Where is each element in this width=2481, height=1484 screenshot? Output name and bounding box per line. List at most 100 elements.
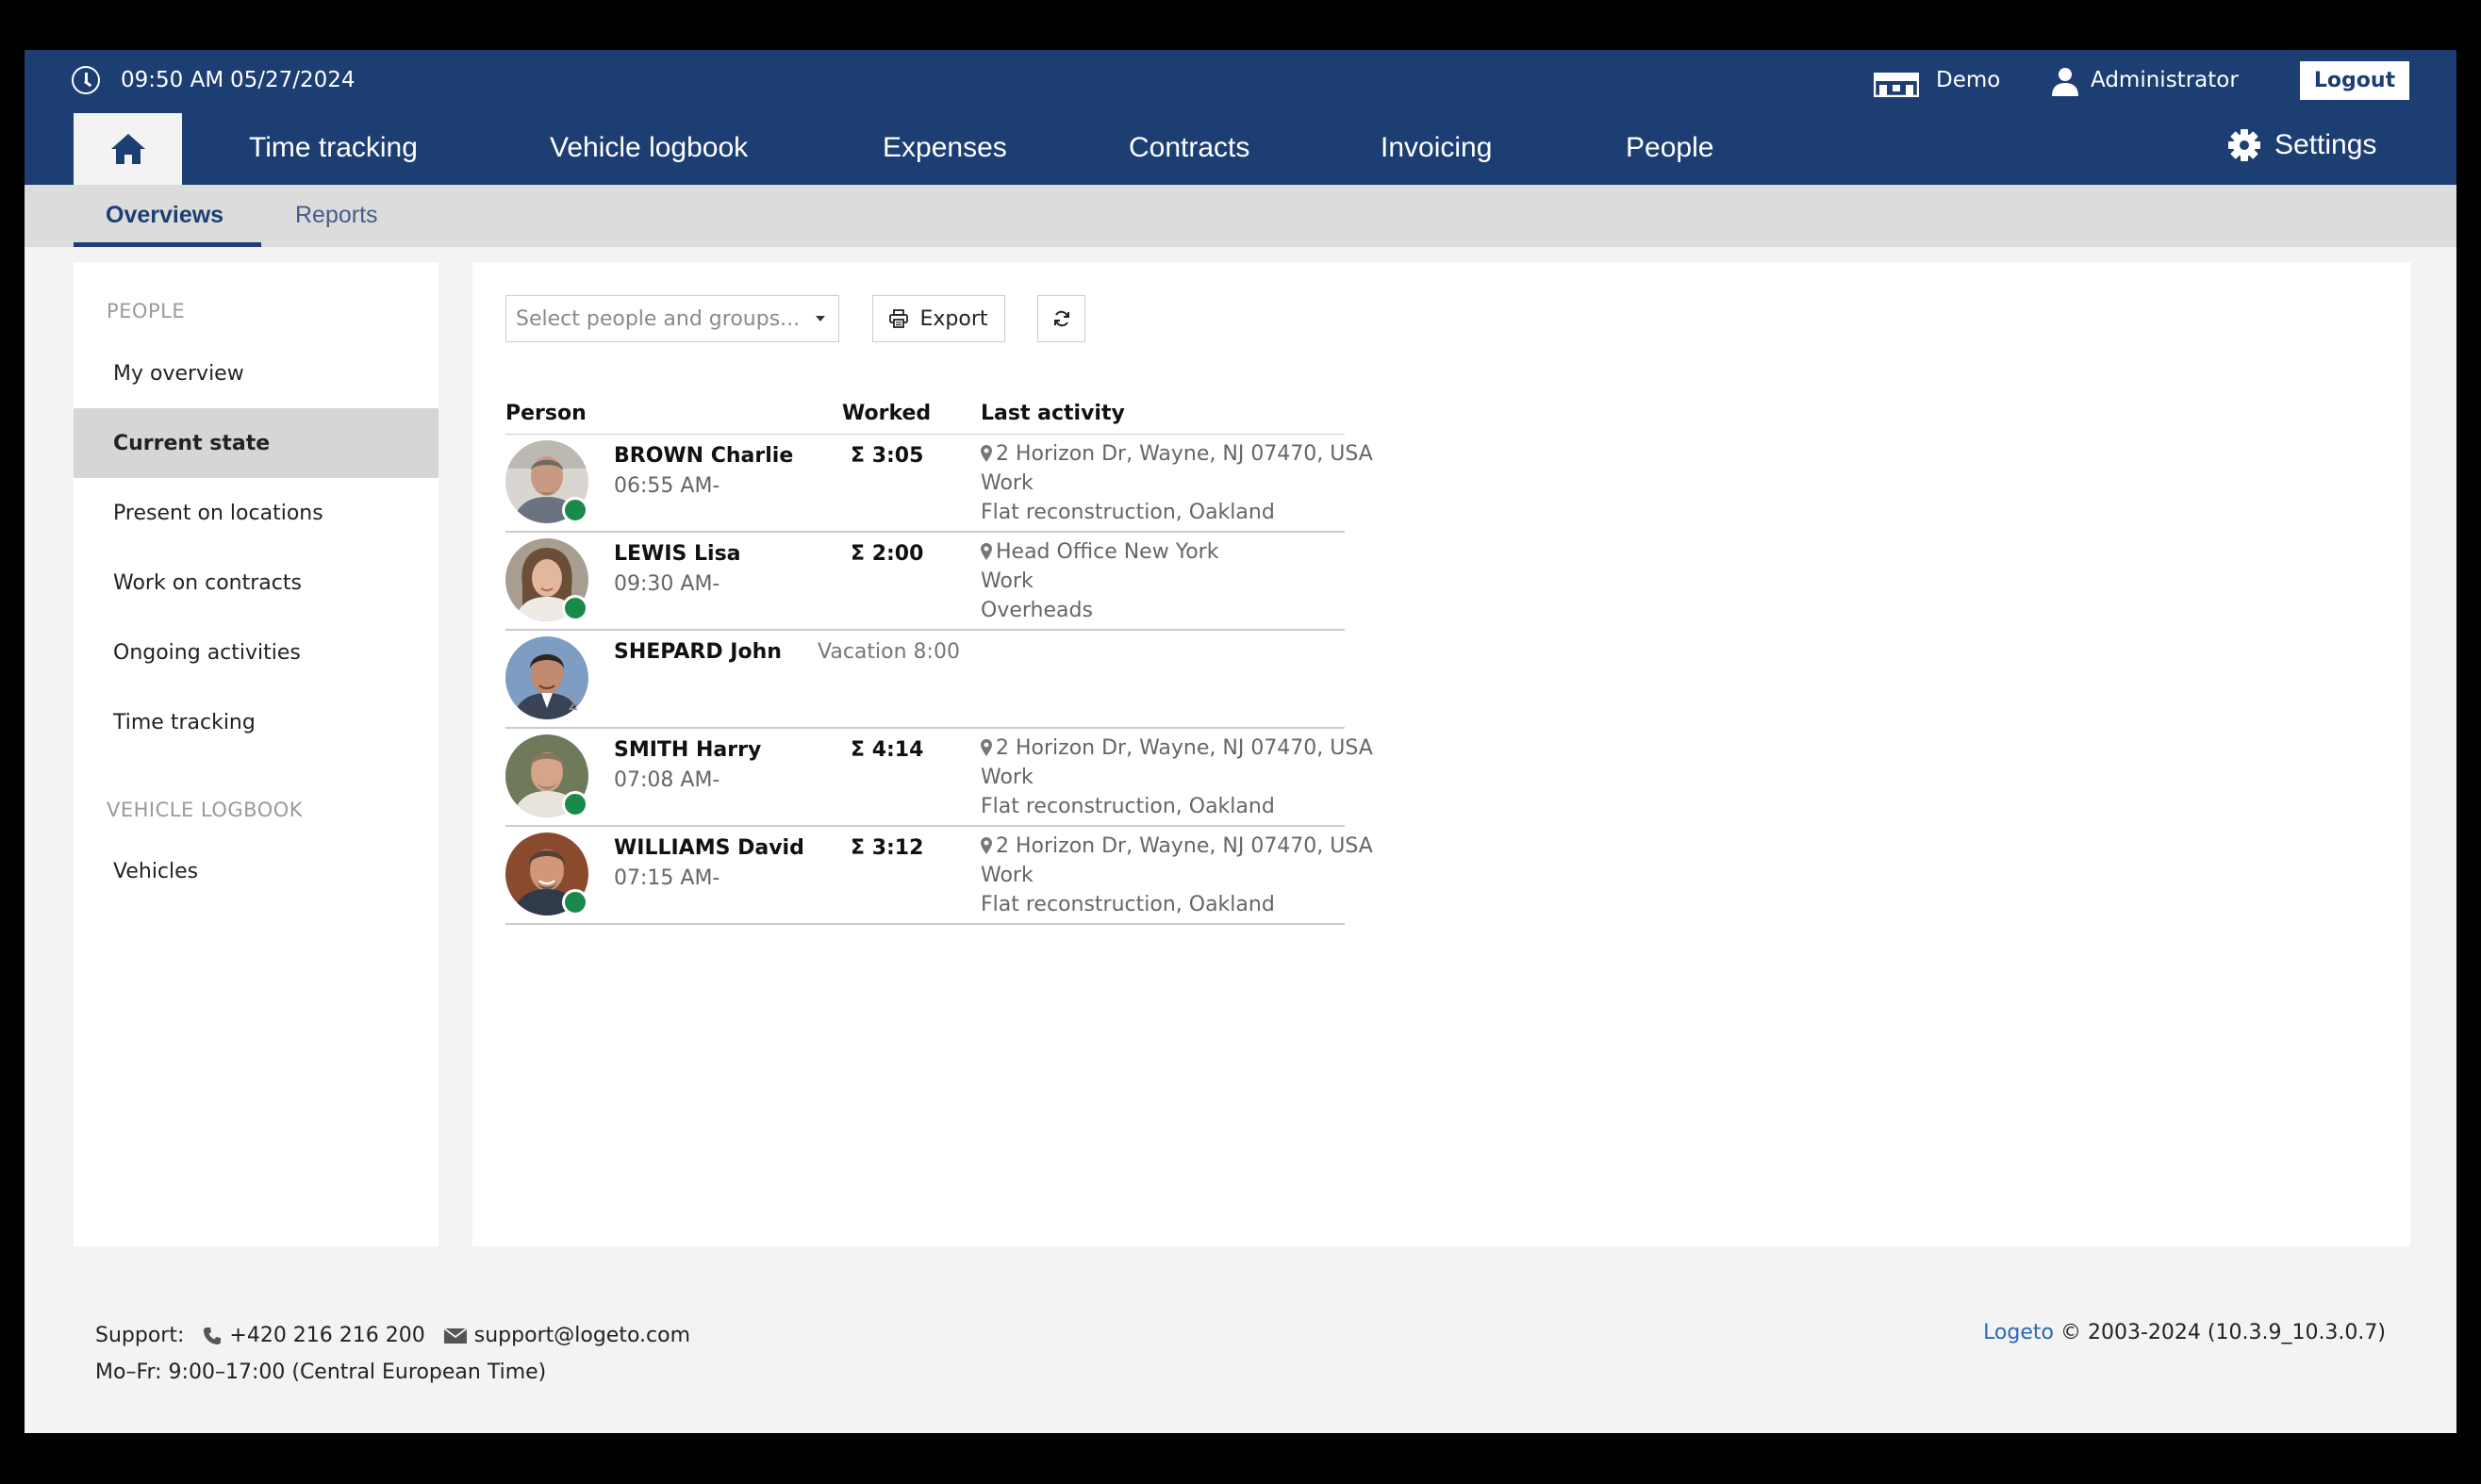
refresh-button[interactable] xyxy=(1037,295,1085,342)
main-panel: Select people and groups... Export Perso… xyxy=(472,262,2410,1246)
company-name[interactable]: Demo xyxy=(1936,68,2001,92)
support-label: Support: xyxy=(95,1324,185,1347)
status-online-indicator xyxy=(562,889,588,915)
activity-location: Head Office New York xyxy=(981,540,1218,564)
activity-type: Work xyxy=(981,766,1034,789)
phone-icon xyxy=(204,1327,222,1344)
worked-time: Σ 3:05 xyxy=(851,444,924,468)
home-icon xyxy=(110,134,145,164)
sigma-icon: Σ xyxy=(568,695,579,715)
table-row[interactable]: WILLIAMS David 07:15 AM- Σ 3:12 2 Horizo… xyxy=(505,827,1373,925)
settings-label: Settings xyxy=(2274,129,2377,160)
people-select-placeholder: Select people and groups... xyxy=(516,306,801,331)
table-row[interactable]: SMITH Harry 07:08 AM- Σ 4:14 2 Horizon D… xyxy=(505,729,1373,827)
user-name[interactable]: Administrator xyxy=(2091,68,2239,92)
top-header: 09:50 AM 05/27/2024 Demo Administrator L… xyxy=(25,50,2456,185)
current-time: 09:50 AM xyxy=(121,68,224,92)
export-label: Export xyxy=(919,306,988,331)
email-address: support@logeto.com xyxy=(473,1324,690,1347)
activity-location: 2 Horizon Dr, Wayne, NJ 07470, USA xyxy=(981,736,1373,760)
footer-support: Support: +420 216 216 200 support@logeto… xyxy=(95,1324,690,1347)
person-name[interactable]: SMITH Harry xyxy=(614,738,762,762)
start-time: 09:30 AM- xyxy=(614,572,720,596)
worked-time: Σ 2:00 xyxy=(851,542,924,566)
sidebar-item-current-state[interactable]: Current state xyxy=(74,408,438,478)
person-name[interactable]: LEWIS Lisa xyxy=(614,542,741,566)
user-icon xyxy=(2052,68,2078,96)
location-pin-icon xyxy=(981,445,992,462)
table-row[interactable]: Σ SHEPARD John Vacation 8:00 xyxy=(505,631,1345,729)
start-time: 07:08 AM- xyxy=(614,768,720,792)
nav-vehicle-logbook[interactable]: Vehicle logbook xyxy=(550,132,749,163)
location-text: Head Office New York xyxy=(996,540,1219,564)
person-name[interactable]: SHEPARD John xyxy=(614,640,782,664)
location-text: 2 Horizon Dr, Wayne, NJ 07470, USA xyxy=(996,736,1373,760)
table-row[interactable]: LEWIS Lisa 09:30 AM- Σ 2:00 Head Office … xyxy=(505,533,1345,631)
nav-time-tracking[interactable]: Time tracking xyxy=(249,132,418,163)
tab-overviews[interactable]: Overviews xyxy=(106,202,224,228)
copyright: Logeto © 2003-2024 (10.3.9_10.3.0.7) xyxy=(1983,1321,2386,1344)
logout-button[interactable]: Logout xyxy=(2300,61,2409,100)
main-nav: Time tracking Vehicle logbook Expenses C… xyxy=(25,113,2456,185)
avatar xyxy=(505,538,588,621)
sidebar: PEOPLE My overview Current state Present… xyxy=(74,262,438,1246)
person-name[interactable]: WILLIAMS David xyxy=(614,836,804,860)
activity-type: Work xyxy=(981,864,1034,887)
status-online-indicator xyxy=(562,497,588,523)
nav-expenses[interactable]: Expenses xyxy=(883,132,1007,163)
sidebar-item-time-tracking[interactable]: Time tracking xyxy=(113,710,256,734)
sidebar-item-my-overview[interactable]: My overview xyxy=(113,361,244,386)
start-time: 06:55 AM- xyxy=(614,474,720,498)
column-header-last-activity: Last activity xyxy=(981,402,1125,425)
activity-project: Flat reconstruction, Oakland xyxy=(981,501,1275,524)
print-icon xyxy=(889,309,909,328)
sub-nav: Overviews Reports xyxy=(25,185,2456,247)
nav-settings[interactable]: Settings xyxy=(2227,128,2376,162)
absence-info: Vacation 8:00 xyxy=(818,640,960,664)
location-pin-icon xyxy=(981,543,992,560)
activity-project: Flat reconstruction, Oakland xyxy=(981,795,1275,818)
activity-type: Work xyxy=(981,471,1034,495)
activity-location: 2 Horizon Dr, Wayne, NJ 07470, USA xyxy=(981,834,1373,858)
nav-invoicing[interactable]: Invoicing xyxy=(1381,132,1493,163)
support-hours: Mo–Fr: 9:00–17:00 (Central European Time… xyxy=(95,1360,547,1384)
table-row[interactable]: BROWN Charlie 06:55 AM- Σ 3:05 2 Horizon… xyxy=(505,435,1373,533)
sidebar-item-vehicles[interactable]: Vehicles xyxy=(113,859,199,883)
nav-home[interactable] xyxy=(74,113,182,185)
worked-time: Σ 4:14 xyxy=(851,738,924,762)
people-select[interactable]: Select people and groups... xyxy=(505,295,839,342)
chevron-down-icon xyxy=(816,316,825,322)
tab-reports[interactable]: Reports xyxy=(295,202,378,228)
active-tab-indicator xyxy=(74,242,261,247)
column-header-worked: Worked xyxy=(842,402,932,425)
activity-project: Flat reconstruction, Oakland xyxy=(981,893,1275,916)
person-name[interactable]: BROWN Charlie xyxy=(614,444,794,468)
export-button[interactable]: Export xyxy=(872,295,1005,342)
location-text: 2 Horizon Dr, Wayne, NJ 07470, USA xyxy=(996,442,1373,466)
status-online-indicator xyxy=(562,791,588,817)
app-window: 09:50 AM 05/27/2024 Demo Administrator L… xyxy=(25,50,2456,1433)
mail-icon xyxy=(443,1327,467,1344)
status-online-indicator xyxy=(562,595,588,621)
sidebar-heading-vehicle-logbook: VEHICLE LOGBOOK xyxy=(107,799,304,821)
sidebar-item-work-on-contracts[interactable]: Work on contracts xyxy=(113,570,302,595)
nav-contracts[interactable]: Contracts xyxy=(1129,132,1250,163)
support-email[interactable]: support@logeto.com xyxy=(443,1324,690,1347)
location-pin-icon xyxy=(981,739,992,756)
location-text: 2 Horizon Dr, Wayne, NJ 07470, USA xyxy=(996,834,1373,858)
location-pin-icon xyxy=(981,837,992,854)
activity-project: Overheads xyxy=(981,599,1093,622)
sidebar-heading-people: PEOPLE xyxy=(107,300,186,322)
refresh-icon xyxy=(1053,310,1069,327)
current-date: 05/27/2024 xyxy=(230,68,356,92)
sidebar-item-present-on-locations[interactable]: Present on locations xyxy=(113,501,323,525)
activity-type: Work xyxy=(981,569,1034,593)
company-icon xyxy=(1874,73,1919,97)
brand-link[interactable]: Logeto xyxy=(1983,1321,2054,1344)
nav-people[interactable]: People xyxy=(1626,132,1714,163)
sidebar-item-ongoing-activities[interactable]: Ongoing activities xyxy=(113,640,301,665)
worked-time: Σ 3:12 xyxy=(851,836,924,860)
column-header-person: Person xyxy=(505,402,587,425)
clock-icon xyxy=(72,66,100,94)
support-phone[interactable]: +420 216 216 200 xyxy=(203,1324,425,1347)
